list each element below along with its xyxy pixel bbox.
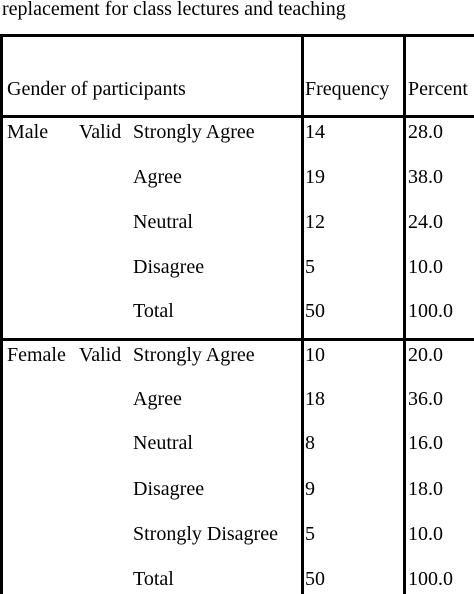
table-row-percent: 10.0 [408, 523, 443, 545]
table-row-percent: 100.0 [408, 568, 453, 590]
header-frequency: Frequency [305, 78, 390, 100]
table-row-frequency: 8 [305, 432, 315, 454]
table-row-frequency: 14 [305, 121, 325, 143]
frequency-table: Gender of participants Frequency Percent… [0, 34, 474, 594]
frequency-column-divider [301, 34, 304, 594]
table-row-percent: 10.0 [408, 256, 443, 278]
table-row-frequency: 10 [305, 344, 325, 366]
group-validity-male: Valid [79, 121, 122, 143]
table-row-response: Total [133, 300, 174, 322]
table-row-response: Neutral [133, 211, 193, 233]
table-row-frequency: 50 [305, 568, 325, 590]
table-row-frequency: 5 [305, 256, 315, 278]
table-row-frequency: 12 [305, 211, 325, 233]
table-left-border [0, 34, 3, 594]
table-row-percent: 28.0 [408, 121, 443, 143]
table-caption: replacement for class lectures and teach… [2, 0, 346, 20]
percent-column-divider [403, 34, 406, 594]
table-row-response: Disagree [133, 478, 205, 500]
table-row-response: Agree [133, 166, 182, 188]
table-row-frequency: 9 [305, 478, 315, 500]
table-row-percent: 100.0 [408, 300, 453, 322]
table-row-percent: 18.0 [408, 478, 443, 500]
table-row-response: Total [133, 568, 174, 590]
table-row-response: Disagree [133, 256, 205, 278]
group-gender-female: Female [7, 344, 66, 366]
table-row-percent: 16.0 [408, 432, 443, 454]
table-row-frequency: 19 [305, 166, 325, 188]
table-row-frequency: 5 [305, 523, 315, 545]
table-row-response: Strongly Disagree [133, 523, 278, 545]
group-gender-male: Male [7, 121, 49, 143]
table-row-response: Agree [133, 388, 182, 410]
table-row-percent: 38.0 [408, 166, 443, 188]
table-row-percent: 36.0 [408, 388, 443, 410]
header-gender-of-participants: Gender of participants [7, 78, 186, 100]
table-top-border [0, 34, 474, 37]
header-percent: Percent [408, 78, 468, 100]
header-divider [0, 115, 474, 118]
table-row-percent: 20.0 [408, 344, 443, 366]
table-row-frequency: 18 [305, 388, 325, 410]
table-row-response: Strongly Agree [133, 121, 255, 143]
table-row-response: Strongly Agree [133, 344, 255, 366]
table-row-percent: 24.0 [408, 211, 443, 233]
table-row-response: Neutral [133, 432, 193, 454]
group-divider [0, 338, 474, 341]
group-validity-female: Valid [79, 344, 122, 366]
table-row-frequency: 50 [305, 300, 325, 322]
